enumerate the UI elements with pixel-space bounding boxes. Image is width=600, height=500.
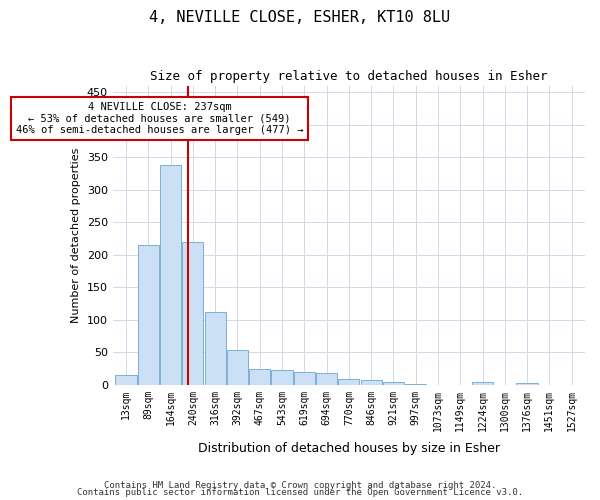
Bar bbox=[383, 382, 404, 385]
Bar bbox=[294, 372, 315, 385]
Text: Contains public sector information licensed under the Open Government Licence v3: Contains public sector information licen… bbox=[77, 488, 523, 497]
Bar bbox=[361, 380, 382, 385]
Bar bbox=[316, 373, 337, 385]
Bar bbox=[517, 383, 538, 385]
Text: 4, NEVILLE CLOSE, ESHER, KT10 8LU: 4, NEVILLE CLOSE, ESHER, KT10 8LU bbox=[149, 10, 451, 25]
Bar bbox=[115, 375, 137, 385]
Bar bbox=[205, 312, 226, 385]
Bar bbox=[160, 165, 181, 385]
Y-axis label: Number of detached properties: Number of detached properties bbox=[71, 148, 81, 323]
Bar bbox=[249, 368, 271, 385]
Bar bbox=[271, 370, 293, 385]
Text: Contains HM Land Registry data © Crown copyright and database right 2024.: Contains HM Land Registry data © Crown c… bbox=[104, 480, 496, 490]
Bar bbox=[138, 245, 159, 385]
Text: 4 NEVILLE CLOSE: 237sqm
← 53% of detached houses are smaller (549)
46% of semi-d: 4 NEVILLE CLOSE: 237sqm ← 53% of detache… bbox=[16, 102, 303, 135]
Bar bbox=[182, 242, 203, 385]
Bar bbox=[472, 382, 493, 385]
X-axis label: Distribution of detached houses by size in Esher: Distribution of detached houses by size … bbox=[198, 442, 500, 455]
Bar bbox=[405, 384, 426, 385]
Bar bbox=[227, 350, 248, 385]
Title: Size of property relative to detached houses in Esher: Size of property relative to detached ho… bbox=[150, 70, 548, 83]
Bar bbox=[338, 379, 359, 385]
